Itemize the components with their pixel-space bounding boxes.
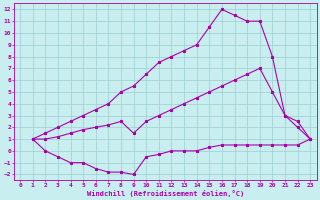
X-axis label: Windchill (Refroidissement éolien,°C): Windchill (Refroidissement éolien,°C) <box>86 190 244 197</box>
